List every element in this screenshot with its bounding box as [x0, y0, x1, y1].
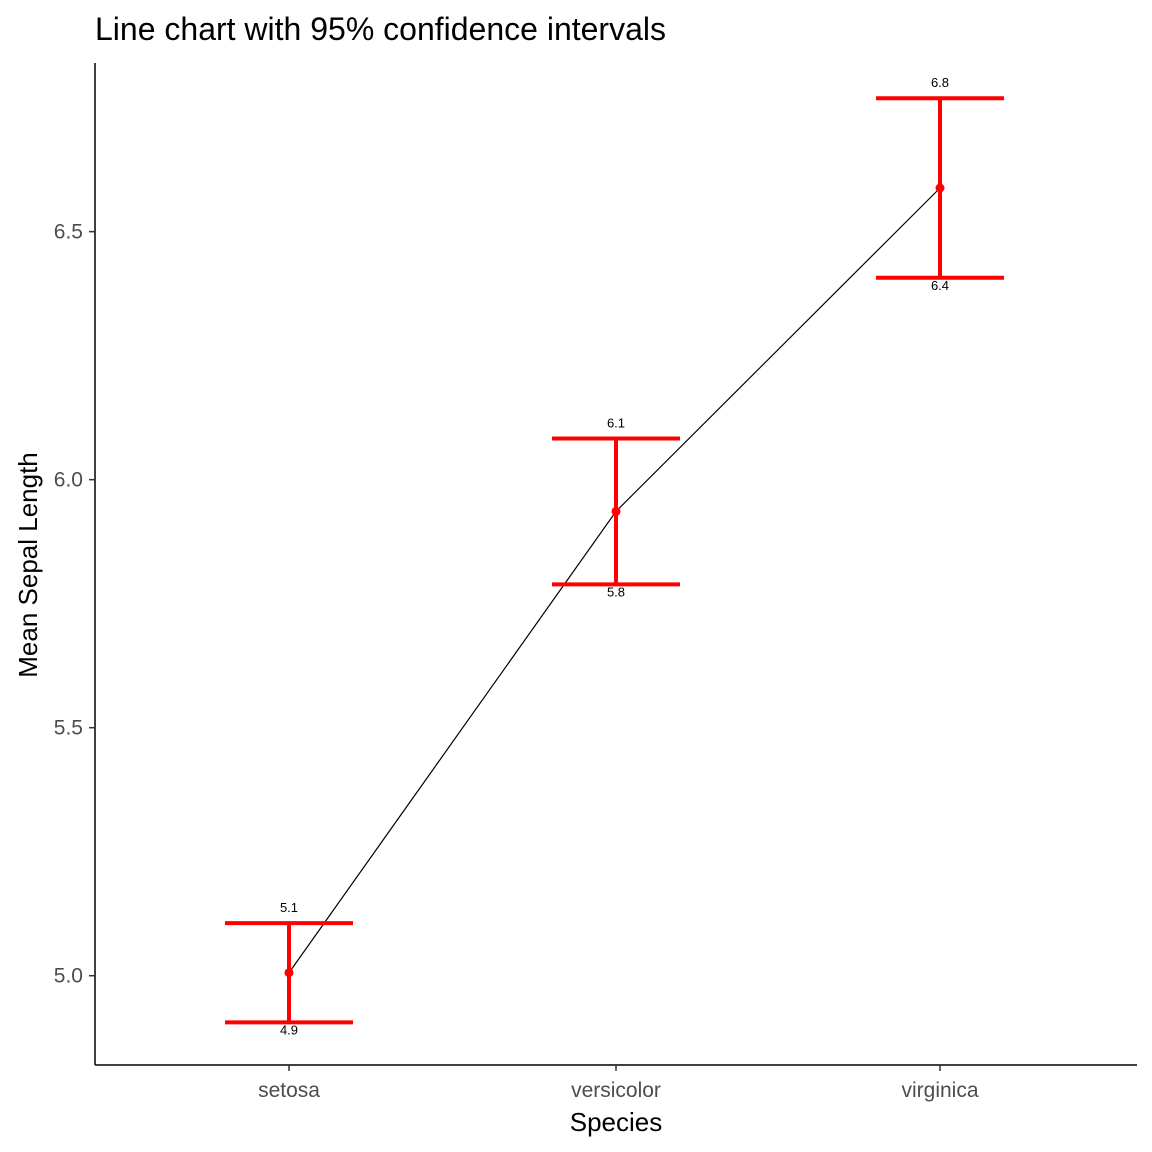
lower-ci-label: 4.9	[280, 1022, 298, 1037]
y-tick-label: 5.5	[54, 717, 83, 740]
ci-labels: 5.1 4.9 6.1 5.8 6.8 6.4	[280, 75, 949, 1037]
y-axis-title: Mean Sepal Length	[13, 452, 43, 678]
plot-area: 5.0 5.5 6.0 6.5 setosa versicolor virginica 5…	[54, 63, 1137, 1102]
y-tick-label: 5.0	[54, 965, 83, 988]
upper-ci-label: 5.1	[280, 900, 298, 915]
y-tick-label: 6.0	[54, 469, 83, 492]
mean-point	[935, 183, 945, 193]
x-tick-label: versicolor	[571, 1079, 661, 1102]
x-axis-title: Species	[570, 1107, 663, 1137]
upper-ci-label: 6.8	[931, 75, 949, 90]
data-points	[284, 183, 945, 978]
x-tick-label: virginica	[901, 1079, 978, 1102]
error-bars	[225, 96, 1004, 1025]
lower-ci-label: 5.8	[607, 584, 625, 599]
mean-point	[284, 968, 294, 978]
x-axis-ticks: setosa versicolor virginica	[258, 1065, 979, 1102]
mean-point	[611, 506, 621, 516]
chart-title: Line chart with 95% confidence intervals	[95, 11, 666, 47]
upper-ci-label: 6.1	[607, 416, 625, 431]
x-tick-label: setosa	[258, 1079, 320, 1102]
y-axis-ticks: 5.0 5.5 6.0 6.5	[54, 221, 95, 988]
y-tick-label: 6.5	[54, 221, 83, 244]
lower-ci-label: 6.4	[931, 278, 949, 293]
